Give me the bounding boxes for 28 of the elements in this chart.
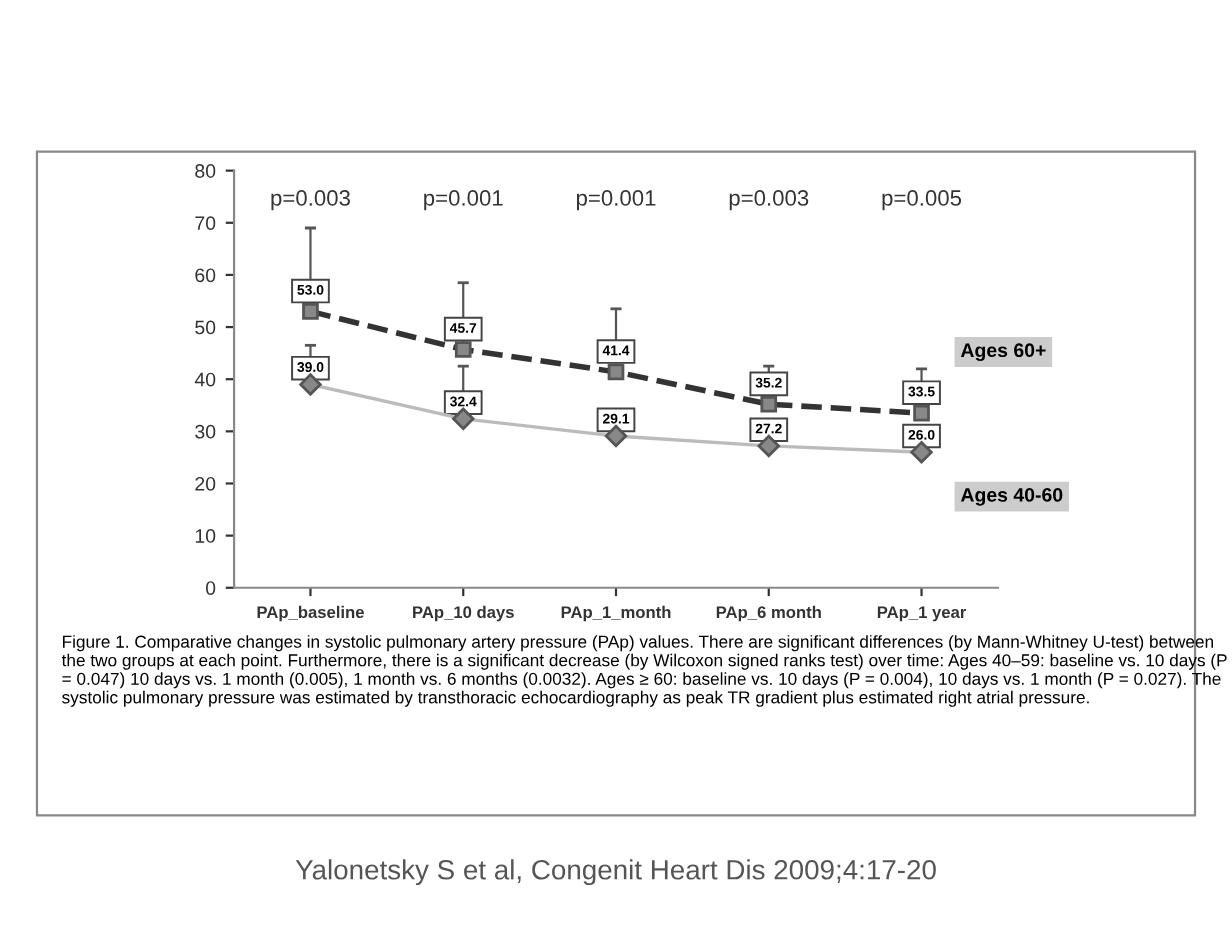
caption: Figure 1. Comparative changes in systolic pulmonary artery pressure (PAp) values. There are significant differences (by Mann-Whitney U-test) between the two groups at each point. Furthermore, there is a significant decrease (by Wilcoxon signed ranks test) over time: Ages 40–59: baseline vs. 10 days (P = 0.047) 10 days vs. 1 month (0.005), 1 month vs. 6 months (0.0032). Ages ≥ 60: baseline vs. 10 days (P = 0.004), 10 days vs. 1 month (P = 0.027). The systolic pulmonary pressure was estimated by transthoracic echocardiography as peak TR gradient plus estimated right atrial pressure.: [61, 635, 1227, 707]
point: [913, 404, 930, 422]
text: Yalonetsky S et al, Congenit Heart Dis 2009;4:17-20: [295, 859, 936, 886]
y-tick-label: 10: [195, 529, 216, 543]
annotation: p=0.001: [576, 190, 656, 211]
y-tick-label: 20: [195, 476, 216, 491]
x-tick-label: PAp_1_month: [561, 605, 671, 622]
annotation: p=0.003: [271, 190, 350, 211]
x-tick-label: PAp_10 days: [413, 605, 514, 622]
annotation: p=0.003: [729, 190, 809, 211]
y-tick-label: 80: [195, 164, 216, 178]
y-tick-label: 50: [195, 320, 216, 335]
annotation: p=0.005: [882, 190, 962, 211]
x-tick-label: PAp_baseline: [257, 605, 364, 622]
x-tick-label: PAp_1 year: [877, 606, 967, 622]
y-tick-label: 70: [195, 216, 216, 231]
y-tick-label: 0: [205, 581, 216, 595]
annotation: p=0.001: [424, 190, 503, 211]
y-tick-label: 40: [194, 372, 216, 387]
point: [760, 395, 778, 413]
x-tick-label: PAp_6 month: [716, 605, 821, 622]
text: Ages 40-60: [960, 488, 1063, 506]
y-tick-label: 30: [195, 424, 216, 439]
point: [302, 303, 319, 320]
y-tick-label: 60: [195, 268, 216, 283]
point: [454, 341, 472, 358]
point: [607, 363, 625, 381]
text: Ages 60+: [960, 343, 1046, 362]
